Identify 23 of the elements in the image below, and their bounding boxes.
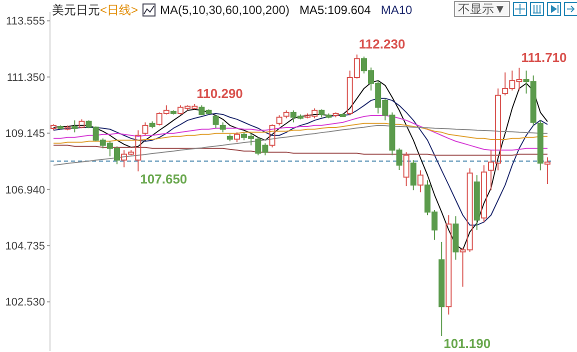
candlestick [438, 241, 445, 336]
annotation: 107.650 [140, 171, 188, 186]
annotation: 112.230 [358, 36, 406, 52]
line-series [53, 98, 548, 226]
y-tick-label: 106.940 [5, 184, 45, 196]
annotation: 不显示▼ [454, 1, 510, 17]
chart-title: 美元日元 [52, 2, 100, 18]
candlestick [446, 214, 452, 316]
chart-subtitle: <日线> [100, 2, 138, 18]
annotation: 101.190 [444, 336, 491, 351]
y-tick-label: 102.530 [5, 296, 45, 309]
y-tick-label: 109.145 [5, 128, 45, 140]
y-tick-label: 113.555 [6, 16, 45, 28]
y-tick-label: 111.350 [6, 72, 45, 84]
text: MA10 [380, 3, 412, 17]
candlestick [452, 216, 459, 260]
text: MA5:109.604 [299, 3, 371, 17]
candlestick [474, 174, 480, 230]
y-tick-label: 104.735 [5, 240, 45, 253]
line-series [53, 124, 548, 166]
annotation: MA(5,10,30,60,100,200) [160, 3, 290, 17]
annotation: 110.290 [196, 86, 243, 102]
annotation: 111.710 [521, 50, 567, 65]
